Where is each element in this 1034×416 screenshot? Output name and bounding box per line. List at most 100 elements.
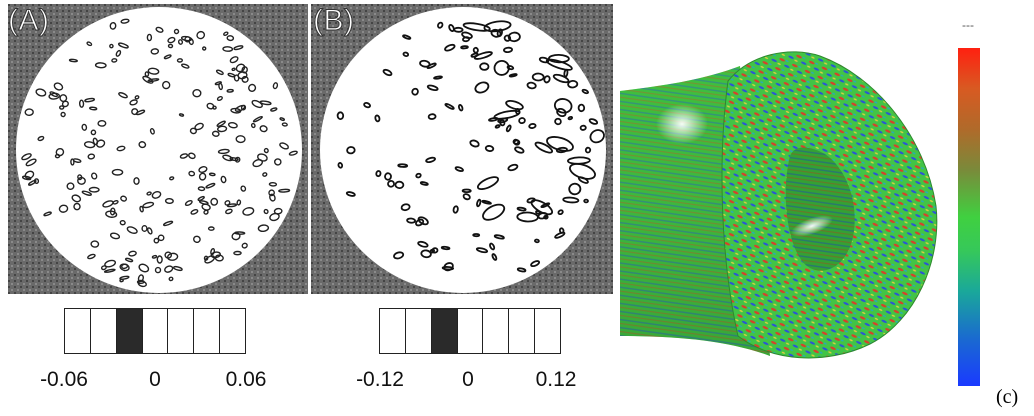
contour-blob (543, 75, 551, 84)
contour-blob (472, 233, 481, 238)
contour-blob (440, 245, 451, 251)
colorbar-cell (219, 309, 246, 353)
contour-blob (192, 88, 202, 98)
contour-blob (142, 201, 155, 209)
contour-blob (534, 238, 540, 244)
contour-blob (227, 121, 238, 129)
contour-blob (263, 208, 269, 215)
contour-blob (431, 247, 439, 254)
colorbar-cell (508, 309, 535, 353)
contour-blob (375, 170, 382, 178)
contour-blob (83, 141, 96, 149)
contour-blob (111, 168, 124, 176)
contour-blob (103, 268, 116, 273)
contour-blob (441, 266, 455, 271)
contour-blob (235, 135, 246, 144)
contour-blob (216, 95, 223, 102)
contour-blob (225, 208, 233, 215)
contour-blob (164, 265, 174, 273)
contour-blob (169, 176, 175, 181)
contour-blob (90, 240, 100, 248)
panel-b-label: (B) (313, 4, 355, 38)
contour-blob (491, 253, 498, 261)
contour-blob (151, 254, 158, 259)
contour-blob (506, 65, 515, 71)
contour-blob (229, 56, 239, 64)
contour-blob (231, 67, 236, 72)
contour-blob (226, 203, 238, 208)
contour-blob (462, 193, 471, 201)
contour-blob (150, 48, 160, 55)
contour-blob (139, 205, 144, 213)
panel-b-colorbar (379, 308, 561, 354)
contour-blob (248, 83, 257, 92)
contour-blob (507, 163, 519, 172)
contour-blob (90, 129, 97, 136)
contour-blob (176, 58, 183, 63)
contour-blob (281, 122, 288, 127)
contour-blob (514, 146, 525, 154)
contour-blob (516, 206, 527, 212)
contour-blob (205, 182, 216, 189)
contour-blob (167, 43, 174, 49)
contour-blob (105, 210, 118, 218)
colorbar-cell (167, 309, 194, 353)
colorbar-cell (65, 309, 90, 353)
contour-blob (43, 211, 52, 217)
contour-blob (111, 58, 118, 63)
contour-blob (476, 198, 482, 208)
contour-blob (201, 46, 207, 51)
contour-blob (100, 265, 107, 271)
contour-blob (109, 22, 117, 30)
contour-blob (241, 66, 248, 74)
contour-blob (198, 200, 209, 205)
contour-blob (220, 175, 227, 184)
contour-blob (116, 145, 126, 152)
contour-blob (217, 148, 230, 155)
contour-blob (484, 145, 495, 152)
contour-blob (588, 118, 599, 125)
contour-blob (78, 99, 85, 108)
contour-blob (259, 125, 268, 133)
contour-blob (59, 94, 68, 103)
contour-blob (272, 82, 279, 90)
contour-blob (70, 158, 75, 166)
contour-blob (528, 123, 537, 129)
contour-blob (129, 99, 138, 106)
contour-blob (474, 81, 490, 94)
contour-blob (109, 43, 114, 49)
contour-blob (453, 26, 464, 33)
contour-blob (118, 92, 128, 99)
contour-blob (475, 247, 489, 254)
contour-blob (419, 181, 429, 186)
contour-blob (483, 20, 512, 33)
contour-blob (558, 227, 565, 234)
panel-a-colorbar (64, 308, 246, 354)
contour-blob (516, 267, 527, 273)
contour-blob (269, 212, 280, 222)
contour-blob (427, 113, 437, 120)
contour-blob (374, 114, 381, 123)
contour-blob (534, 141, 554, 154)
contour-blob (203, 255, 209, 261)
contour-blob (397, 163, 409, 168)
colorbar-cell (430, 309, 457, 353)
colorbar-cell (380, 309, 405, 353)
contour-blob (24, 170, 35, 180)
contour-blob (155, 26, 164, 33)
contour-blob (27, 179, 37, 186)
contour-blob (426, 62, 437, 69)
contour-blob (188, 152, 196, 160)
contour-blob (393, 251, 405, 260)
contour-blob (217, 125, 228, 133)
panel-a-tick-max: 0.06 (225, 368, 267, 391)
panel-a-tick-min: -0.06 (40, 368, 88, 391)
contour-blob (146, 33, 153, 42)
contour-blob (444, 103, 455, 110)
contour-blob (469, 139, 480, 148)
contour-blob (589, 129, 605, 144)
contour-blob (382, 68, 393, 77)
contour-blob (149, 127, 155, 135)
contour-blob (426, 84, 439, 92)
contour-blob (166, 252, 179, 261)
